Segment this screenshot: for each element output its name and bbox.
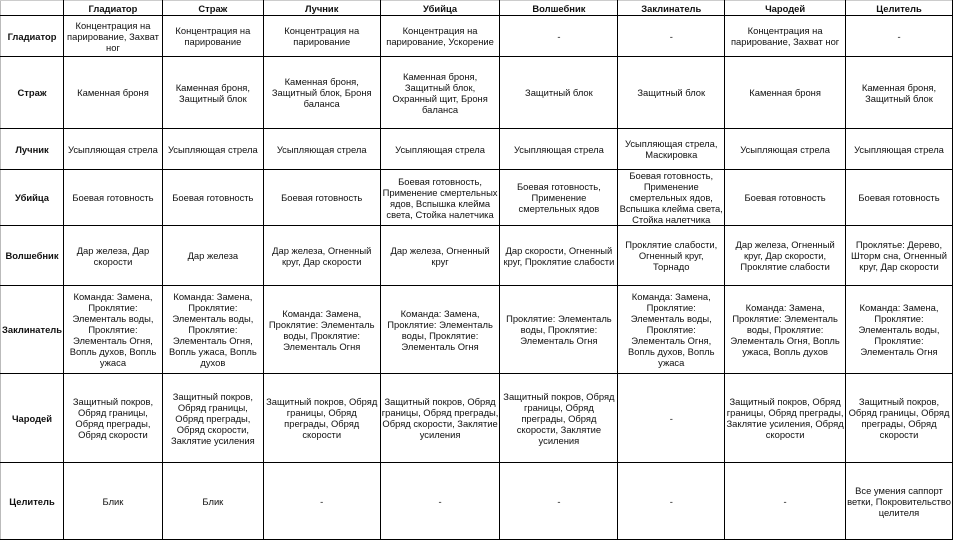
table-cell[interactable]: Защитный покров, Обряд границы, Обряд пр… [63,373,163,463]
table-cell[interactable]: Блик [161,462,264,540]
table-cell[interactable]: Боевая готовность [262,169,381,226]
table-cell[interactable]: Дар скорости, Огненный круг, Проклятие с… [499,225,619,286]
table-cell[interactable]: Защитный покров, Обряд границы, Обряд пр… [379,373,501,463]
table-cell[interactable]: Усыпляющая стрела [161,128,264,170]
row-header[interactable]: Лучник [0,128,65,170]
table-cell[interactable]: Проклятие: Элементаль воды, Проклятие: Э… [499,285,619,374]
table-cell[interactable]: Усыпляющая стрела [499,128,619,170]
table-cell[interactable]: Защитный покров, Обряд границы, Обряд пр… [845,373,953,463]
table-cell[interactable]: Защитный покров, Обряд границы, Обряд пр… [724,373,847,463]
table-cell[interactable]: Дар железа, Дар скорости [63,225,163,286]
table-cell[interactable]: Усыпляющая стрела [845,128,953,170]
table-cell[interactable]: Команда: Замена, Проклятие: Элементаль в… [161,285,264,374]
table-cell[interactable]: Боевая готовность [724,169,847,226]
table-cell[interactable]: Боевая готовность, Применение смертельны… [499,169,619,226]
table-row: Лучник Усыпляющая стрела Усыпляющая стрела… [0,128,953,170]
table-cell[interactable]: Команда: Замена, Проклятие: Элементаль в… [262,285,381,374]
table-cell[interactable]: - [379,462,501,540]
row-header[interactable]: Убийца [0,169,65,226]
table-cell[interactable]: Каменная броня [63,56,163,129]
table-cell[interactable]: Концентрация на парирование [161,15,264,57]
table-row: Целитель Блик Блик - - - - - Все умения саппорт … [0,462,953,540]
table-cell[interactable]: Усыпляющая стрела [63,128,163,170]
column-header[interactable]: Страж [161,0,264,16]
table-cell[interactable]: Концентрация на парирование [262,15,381,57]
table-cell[interactable]: - [499,15,619,57]
table-row: Заклинатель Команда: Замена, Проклятие: Э… [0,285,953,374]
table-cell[interactable]: Усыпляющая стрела [724,128,847,170]
column-header[interactable]: Убийца [379,0,501,16]
row-header[interactable]: Заклинатель [0,285,65,374]
table-cell[interactable]: Проклятие слабости, Огненный круг, Торна… [617,225,726,286]
table-cell[interactable]: Боевая готовность [63,169,163,226]
table-cell[interactable]: Защитный блок [617,56,726,129]
table-cell[interactable]: Команда: Замена, Проклятие: Элементаль в… [845,285,953,374]
row-header[interactable]: Страж [0,56,65,129]
table-cell[interactable]: Каменная броня, Защитный блок [161,56,264,129]
table-row: Гладиатор Концентрация на парирование, За… [0,15,953,57]
table-cell[interactable]: Защитный покров, Обряд границы, Обряд пр… [499,373,619,463]
table-cell[interactable]: Концентрация на парирование, Захват ног [724,15,847,57]
table-cell[interactable]: Каменная броня [724,56,847,129]
table-cell[interactable]: Команда: Замена, Проклятие: Элементаль в… [63,285,163,374]
table-cell[interactable]: Каменная броня, Защитный блок [845,56,953,129]
column-header[interactable]: Заклинатель [617,0,726,16]
table-row: Чародей Защитный покров, Обряд границы, О… [0,373,953,463]
table-cell[interactable]: Защитный блок [499,56,619,129]
table-cell[interactable]: Концентрация на парирование, Захват ног [63,15,163,57]
table-cell[interactable]: Дар железа [161,225,264,286]
header-row: Гладиатор Страж Лучник Убийца Волшебник Закли… [0,0,953,16]
row-header[interactable]: Волшебник [0,225,65,286]
table-cell[interactable]: Дар железа, Огненный круг, Дар скорости [262,225,381,286]
row-header[interactable]: Гладиатор [0,15,65,57]
table-cell[interactable]: - [724,462,847,540]
table-cell[interactable]: Боевая готовность [845,169,953,226]
table-cell[interactable]: - [617,373,726,463]
table-cell[interactable]: Каменная броня, Защитный блок, Охранный … [379,56,501,129]
corner-cell[interactable] [0,0,65,16]
column-header[interactable]: Лучник [262,0,381,16]
table-cell[interactable]: Блик [63,462,163,540]
table-cell[interactable]: - [617,462,726,540]
table-cell[interactable]: Команда: Замена, Проклятие: Элементаль в… [617,285,726,374]
column-header[interactable]: Гладиатор [63,0,163,16]
row-header[interactable]: Чародей [0,373,65,463]
table-row: Страж Каменная броня Каменная броня, Защит… [0,56,953,129]
column-header[interactable]: Целитель [845,0,953,16]
table-cell[interactable]: Боевая готовность, Применение смертельны… [379,169,501,226]
table-cell[interactable]: Команда: Замена, Проклятие: Элементаль в… [724,285,847,374]
table-cell[interactable]: - [262,462,381,540]
table-cell[interactable]: Команда: Замена, Проклятие: Элементаль в… [379,285,501,374]
table-cell[interactable]: Усыпляющая стрела [379,128,501,170]
table-cell[interactable]: Дар железа, Огненный круг, Дар скорости,… [724,225,847,286]
table-cell[interactable]: Защитный покров, Обряд границы, Обряд пр… [161,373,264,463]
table-cell[interactable]: - [499,462,619,540]
table-row: Убийца Боевая готовность Боевая готовность… [0,169,953,226]
table-cell[interactable]: Защитный покров, Обряд границы, Обряд пр… [262,373,381,463]
table-cell[interactable]: Дар железа, Огненный круг [379,225,501,286]
table-cell[interactable]: Боевая готовность, Применение смертельны… [617,169,726,226]
column-header[interactable]: Волшебник [499,0,619,16]
column-header[interactable]: Чародей [724,0,847,16]
table-cell[interactable]: - [845,15,953,57]
table-cell[interactable]: Концентрация на парирование, Ускорение [379,15,501,57]
table-cell[interactable]: - [617,15,726,57]
table-cell[interactable]: Проклятье: Дерево, Шторм сна, Огненный к… [845,225,953,286]
table-cell[interactable]: Усыпляющая стрела [262,128,381,170]
table-row: Волшебник Дар железа, Дар скорости Дар жел… [0,225,953,286]
table-cell[interactable]: Все умения саппорт ветки, Покровительств… [845,462,953,540]
row-header[interactable]: Целитель [0,462,65,540]
table-cell[interactable]: Усыпляющая стрела, Маскировка [617,128,726,170]
table-cell[interactable]: Каменная броня, Защитный блок, Броня бал… [262,56,381,129]
table-cell[interactable]: Боевая готовность [161,169,264,226]
